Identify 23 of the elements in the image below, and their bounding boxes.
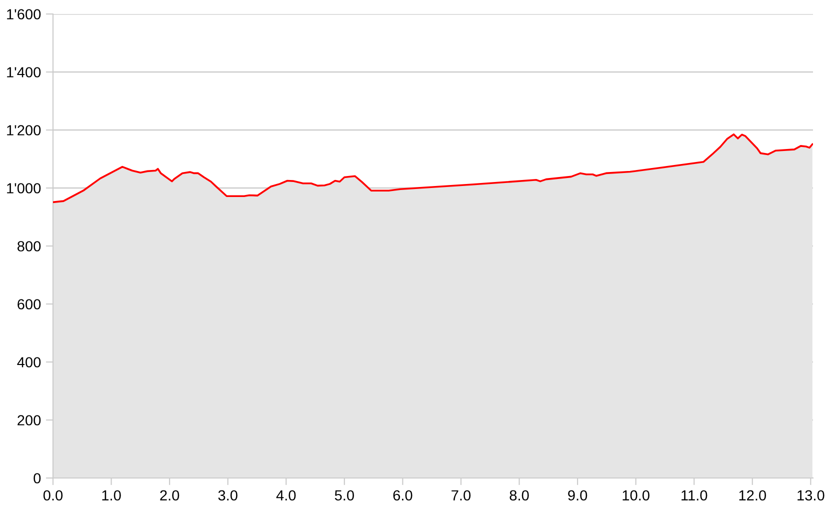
y-tick-label: 600	[18, 299, 41, 310]
y-tick-label: 400	[17, 357, 41, 368]
x-tick-label: 10.0	[622, 490, 650, 501]
x-tick-label: 13.0	[798, 490, 824, 501]
x-tick-label: 12.0	[739, 490, 766, 501]
x-tick-label: 0.0	[43, 490, 63, 501]
y-tick-label: 1'000	[7, 183, 41, 194]
y-tick-label: 1'600	[7, 9, 41, 20]
y-tick-label: 1'400	[7, 67, 41, 78]
x-tick-label: 9.0	[568, 490, 588, 501]
y-tick-label: 0	[34, 473, 41, 484]
x-tick-label: 5.0	[334, 490, 354, 501]
x-tick-label: 3.0	[218, 490, 238, 501]
x-tick-label: 4.0	[276, 490, 296, 501]
y-tick-label: 200	[18, 415, 41, 426]
x-tick-label: 11.0	[682, 490, 708, 501]
y-tick-label: 800	[18, 241, 41, 252]
x-tick-label: 6.0	[393, 490, 412, 501]
x-tick-label: 2.0	[160, 490, 180, 501]
x-tick-label: 8.0	[510, 490, 529, 501]
x-tick-label: 7.0	[452, 490, 471, 501]
y-tick-label: 1'200	[7, 125, 41, 136]
x-tick-label: 1.0	[102, 490, 121, 501]
